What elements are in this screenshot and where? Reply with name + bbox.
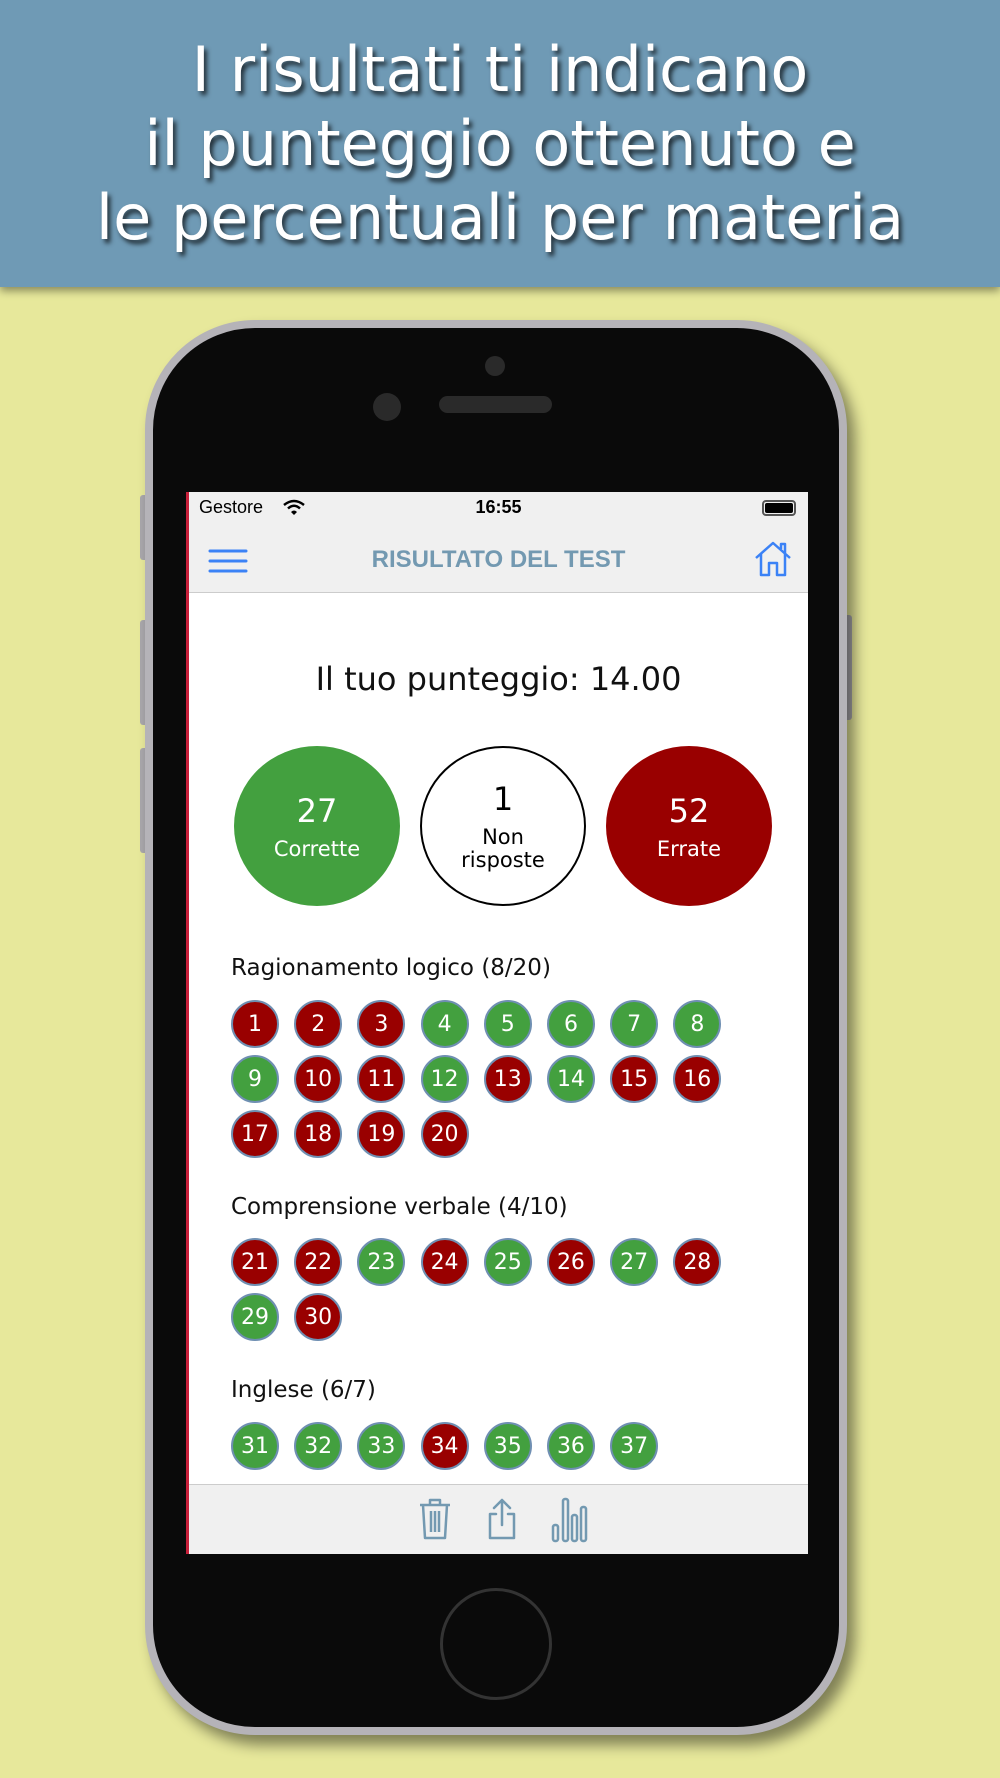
section-title: Inglese (6/7) xyxy=(231,1377,376,1403)
chart-icon[interactable] xyxy=(551,1497,589,1543)
answer-correct[interactable]: 25 xyxy=(483,1238,532,1286)
earpiece-speaker xyxy=(439,396,552,413)
answer-correct[interactable]: 32 xyxy=(294,1422,343,1470)
answer-wrong[interactable]: 16 xyxy=(673,1055,722,1103)
phone-power-button xyxy=(844,615,852,720)
answer-wrong[interactable]: 10 xyxy=(294,1055,343,1103)
answer-correct[interactable]: 27 xyxy=(610,1238,659,1286)
unanswered-summary: 1 Non risposte xyxy=(420,746,586,906)
answer-correct[interactable]: 4 xyxy=(420,1000,469,1048)
wrong-label: Errate xyxy=(656,836,722,861)
nav-bar: RISULTATO DEL TEST xyxy=(189,524,808,593)
section-title: Ragionamento logico (8/20) xyxy=(231,955,551,981)
answer-correct[interactable]: 8 xyxy=(673,1000,722,1048)
answer-wrong[interactable]: 30 xyxy=(294,1293,343,1341)
answer-wrong[interactable]: 21 xyxy=(231,1238,279,1286)
answer-correct[interactable]: 29 xyxy=(231,1293,279,1341)
bottom-toolbar xyxy=(189,1484,808,1554)
promo-banner: I risultati ti indicano il punteggio ott… xyxy=(0,0,1000,287)
trash-icon[interactable] xyxy=(418,1497,452,1541)
answer-grid: 31 32 33 34 35 36 37 xyxy=(231,1422,751,1470)
home-icon[interactable] xyxy=(754,541,792,577)
answer-wrong[interactable]: 28 xyxy=(673,1238,722,1286)
banner-line: I risultati ti indicano xyxy=(191,32,809,106)
status-bar: Gestore 16:55 xyxy=(189,492,808,524)
app-screen: Gestore 16:55 RISULTATO DEL TEST Il tuo … xyxy=(186,492,808,1554)
answer-wrong[interactable]: 11 xyxy=(357,1055,406,1103)
banner-line: le percentuali per materia xyxy=(95,180,905,254)
answer-correct[interactable]: 31 xyxy=(231,1422,279,1470)
answer-correct[interactable]: 5 xyxy=(483,1000,532,1048)
answer-correct[interactable]: 14 xyxy=(546,1055,595,1103)
battery-icon xyxy=(762,500,796,516)
hamburger-icon[interactable] xyxy=(208,549,248,573)
section-title: Comprensione verbale (4/10) xyxy=(231,1194,568,1220)
answer-wrong[interactable]: 20 xyxy=(420,1110,469,1158)
carrier-label: Gestore xyxy=(199,497,264,517)
answer-wrong[interactable]: 17 xyxy=(231,1110,279,1158)
answer-correct[interactable]: 37 xyxy=(610,1422,659,1470)
answer-correct[interactable]: 9 xyxy=(231,1055,279,1103)
answer-correct[interactable]: 6 xyxy=(546,1000,595,1048)
answer-wrong[interactable]: 13 xyxy=(483,1055,532,1103)
unanswered-label: Non risposte xyxy=(461,825,545,872)
unanswered-count: 1 xyxy=(492,780,514,818)
answer-correct[interactable]: 7 xyxy=(610,1000,659,1048)
answer-correct[interactable]: 33 xyxy=(357,1422,406,1470)
page-title: RISULTATO DEL TEST xyxy=(371,546,626,573)
phone-mute-switch xyxy=(140,495,148,560)
answer-wrong[interactable]: 3 xyxy=(357,1000,406,1048)
wifi-icon xyxy=(283,499,305,515)
answer-wrong[interactable]: 26 xyxy=(546,1238,595,1286)
wrong-count: 52 xyxy=(668,791,710,830)
answer-wrong[interactable]: 18 xyxy=(294,1110,343,1158)
answer-correct[interactable]: 35 xyxy=(483,1422,532,1470)
home-button[interactable] xyxy=(440,1588,552,1700)
answer-wrong[interactable]: 34 xyxy=(420,1422,469,1470)
phone-volume-down xyxy=(140,748,148,853)
score-text: Il tuo punteggio: 14.00 xyxy=(315,660,682,698)
correct-count: 27 xyxy=(296,791,338,830)
answer-correct[interactable]: 12 xyxy=(420,1055,469,1103)
correct-label: Corrette xyxy=(273,836,361,861)
phone-volume-up xyxy=(140,620,148,725)
clock: 16:55 xyxy=(475,497,522,517)
sensor xyxy=(373,393,401,421)
answer-grid: 1 2 3 4 5 6 7 8 9 10 11 12 13 14 15 16 17 18 19 20 xyxy=(231,1000,751,1158)
front-camera xyxy=(485,356,505,376)
wrong-summary: 52 Errate xyxy=(606,746,772,906)
answer-wrong[interactable]: 22 xyxy=(294,1238,343,1286)
answer-wrong[interactable]: 1 xyxy=(231,1000,279,1048)
correct-summary: 27 Corrette xyxy=(234,746,400,906)
answer-grid: 21 22 23 24 25 26 27 28 29 30 xyxy=(231,1238,751,1341)
answer-correct[interactable]: 36 xyxy=(546,1422,595,1470)
answer-wrong[interactable]: 15 xyxy=(610,1055,659,1103)
banner-line: il punteggio ottenuto e xyxy=(144,106,856,180)
answer-correct[interactable]: 23 xyxy=(357,1238,406,1286)
answer-wrong[interactable]: 19 xyxy=(357,1110,406,1158)
answer-wrong[interactable]: 24 xyxy=(420,1238,469,1286)
share-icon[interactable] xyxy=(486,1497,518,1541)
answer-wrong[interactable]: 2 xyxy=(294,1000,343,1048)
